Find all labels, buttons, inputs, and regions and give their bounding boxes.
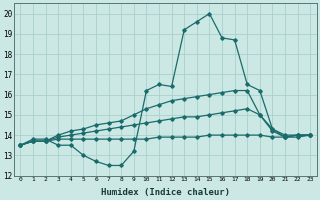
X-axis label: Humidex (Indice chaleur): Humidex (Indice chaleur) <box>101 188 230 197</box>
